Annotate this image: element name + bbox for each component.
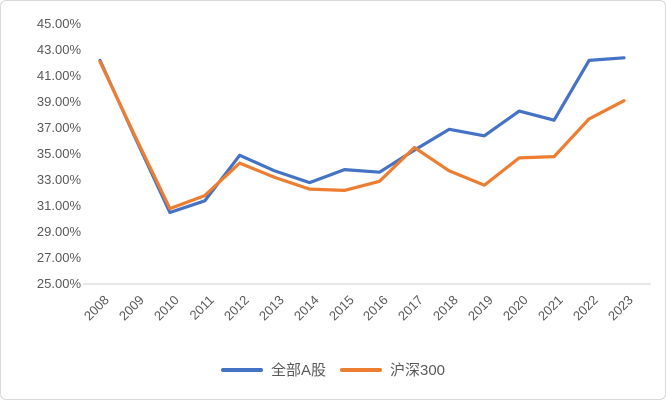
y-axis-tick-label: 39.00% [36, 94, 81, 109]
legend-label: 沪深300 [389, 362, 446, 379]
y-axis-tick-label: 31.00% [36, 198, 81, 213]
series-line-0 [98, 56, 626, 215]
y-axis-tick-label: 35.00% [36, 146, 81, 161]
y-axis-tick-label: 37.00% [36, 120, 81, 135]
y-axis-tick-label: 25.00% [36, 276, 81, 291]
legend-line-swatch-icon [220, 367, 263, 372]
chart-legend: 全部A股 沪深300 [1, 359, 665, 380]
y-axis-tick-label: 27.00% [36, 250, 81, 265]
legend-item-series-0: 全部A股 [220, 359, 326, 380]
y-axis-tick-label: 43.00% [36, 42, 81, 57]
y-axis-tick-label: 33.00% [36, 172, 81, 187]
y-axis-tick-label: 45.00% [36, 16, 81, 31]
y-axis-tick-label: 29.00% [36, 224, 81, 239]
series-line-1 [98, 60, 626, 211]
legend-item-series-1: 沪深300 [339, 359, 446, 380]
legend-line-swatch-icon [339, 367, 382, 372]
y-axis-tick-label: 41.00% [36, 68, 81, 83]
legend-label: 全部A股 [270, 362, 326, 379]
